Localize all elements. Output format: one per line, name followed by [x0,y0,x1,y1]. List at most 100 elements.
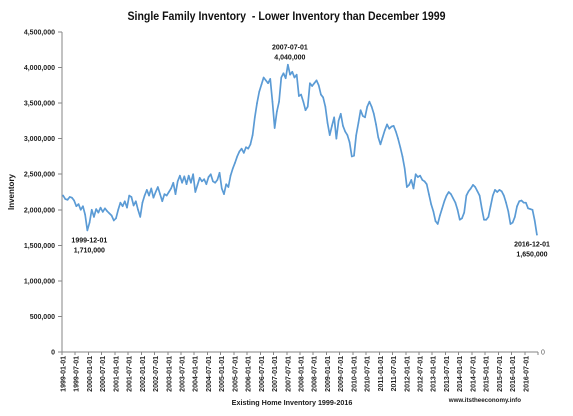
data-point [157,186,159,188]
data-point [503,194,505,197]
data-point [399,146,402,148]
data-point [90,208,93,211]
data-point [143,194,146,197]
data-point [227,186,230,188]
data-point [364,116,366,119]
data-point [401,155,404,158]
data-point [485,218,488,221]
data-point [152,196,155,199]
x-tick-label: 2003-07-01 [180,356,187,392]
data-point [458,218,461,221]
data-point [137,208,139,211]
data-point [406,186,408,188]
data-point [117,208,119,211]
data-point [165,194,168,197]
data-point [533,219,536,222]
series-line [62,63,538,236]
data-point [101,211,104,213]
data-point [525,201,527,204]
data-point [531,208,534,211]
data-point [106,210,108,212]
data-point [452,197,454,200]
data-point [304,109,307,112]
x-tick-label: 2010-07-01 [365,356,372,392]
data-point [536,233,538,236]
data-point [243,152,245,154]
data-point [300,93,302,96]
x-tick-label: 2001-01-01 [113,356,120,392]
data-point [146,189,148,191]
data-point [231,167,234,170]
x-tick-label: 2009-01-01 [325,356,332,392]
data-point [472,184,474,186]
data-point [456,208,459,211]
x-tick-label: 2006-07-01 [259,356,266,392]
data-point [463,211,465,214]
data-point [86,229,89,232]
data-point [293,76,296,79]
data-point [198,176,201,179]
data-point [256,102,258,104]
data-point [350,155,353,158]
data-point [320,93,322,96]
data-point [337,120,340,122]
y-tick-label: 2,500,000 [24,172,55,179]
data-point [154,191,157,193]
data-point [366,105,369,108]
data-point [496,191,499,193]
data-point [93,216,95,218]
data-point [159,193,161,195]
data-point [368,100,371,103]
data-point [483,218,485,221]
data-point [121,205,124,208]
y-axis-label: Inventory [7,173,16,210]
x-tick-label: 2008-07-01 [312,356,319,392]
x-tick-label: 2010-01-01 [351,356,358,392]
data-point [419,174,421,177]
data-point [112,219,115,222]
data-point [212,180,214,183]
data-point [247,147,250,150]
x-tick-label: 2005-07-01 [232,356,239,392]
x-tick-label: 2005-01-01 [219,356,226,392]
data-point [271,100,274,103]
data-point [386,123,388,126]
data-point [163,193,166,195]
data-point [220,187,223,190]
data-point [425,183,428,185]
data-point [379,143,382,146]
x-tick-label: 2016-07-01 [523,356,530,392]
data-point [291,71,294,73]
data-point [104,207,106,210]
data-point [196,184,199,186]
data-point [260,83,263,86]
data-point [289,73,291,76]
data-point [494,189,496,191]
data-point [441,207,443,210]
data-point [498,189,501,191]
data-point [362,115,364,117]
data-point [99,206,102,209]
x-tick-label: 2000-07-01 [100,356,107,392]
data-point [430,203,432,205]
data-point [492,194,494,197]
data-point [218,172,221,174]
data-point [71,196,73,199]
data-point [461,217,463,220]
data-point [269,78,272,80]
annotation-value: 4,040,000 [274,55,305,62]
data-point [311,85,313,87]
data-point [132,204,135,207]
y-axis-ticks: 0 500,000 1,000,000 1,500,000 2,000,000 2,500… [24,30,62,357]
data-point [278,100,280,103]
data-point [236,155,238,158]
x-tick-label: 2003-01-01 [166,356,173,392]
data-point [240,147,243,150]
annotation-date: 1999-12-01 [71,237,107,244]
data-point [339,112,342,115]
data-point [509,223,512,225]
x-tick-label: 2015-07-01 [497,356,504,392]
x-tick-label: 2007-01-01 [272,356,279,392]
data-point [335,137,338,140]
